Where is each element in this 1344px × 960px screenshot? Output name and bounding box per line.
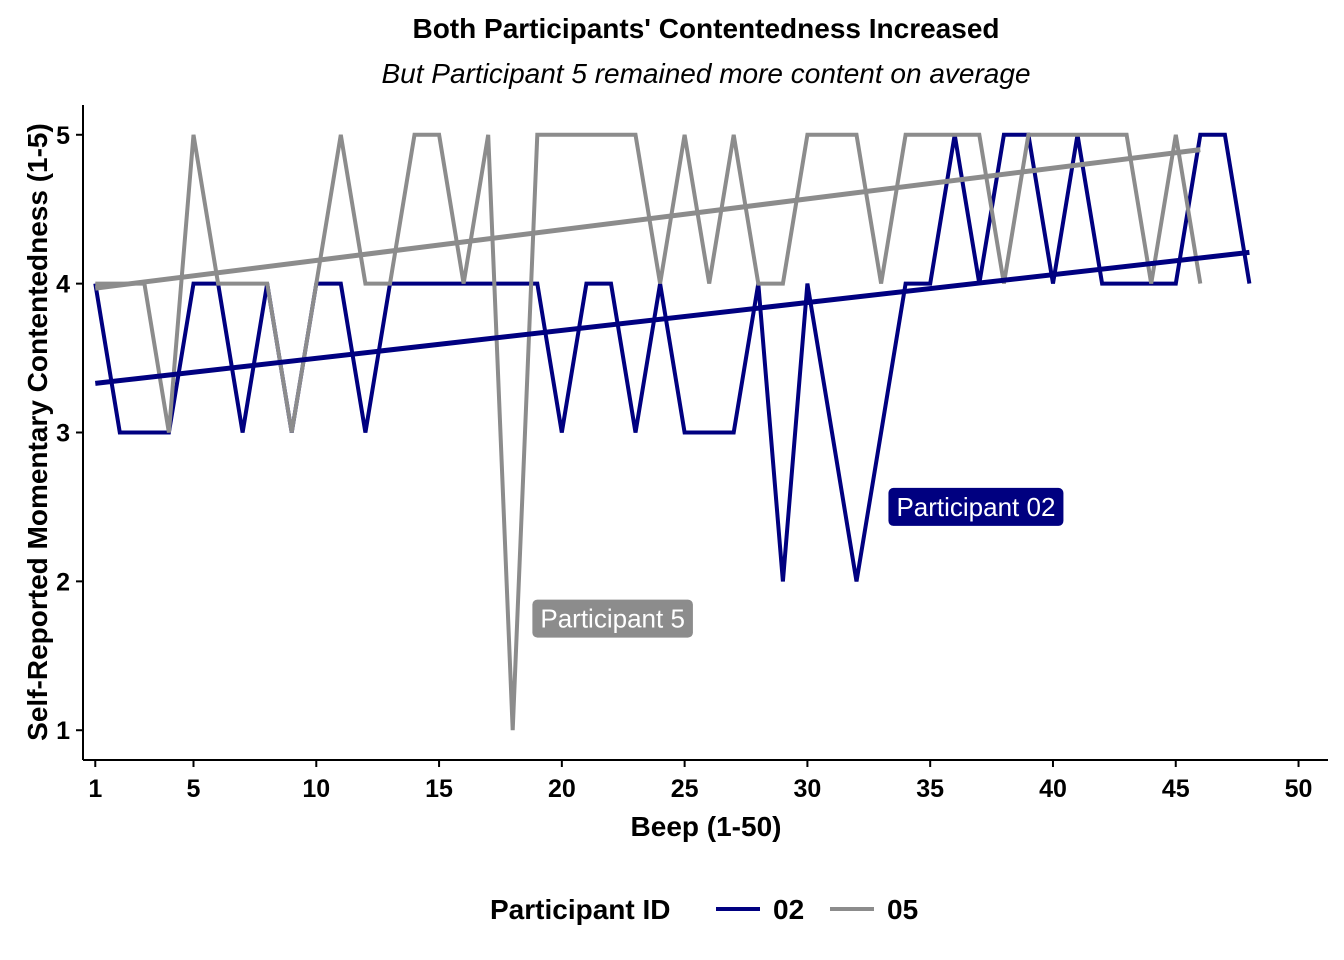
- y-tick-label: 1: [56, 717, 70, 745]
- y-axis-ticks: 1 2 3 4 5: [56, 122, 83, 745]
- x-tick-label: 30: [794, 775, 822, 803]
- x-tick-label: 1: [88, 775, 102, 803]
- callout-label: Participant 02: [896, 492, 1055, 522]
- x-tick-label: 20: [548, 775, 576, 803]
- plot-lines: [93, 132, 1252, 731]
- callout-05: Participant 5: [532, 599, 693, 638]
- callout-label: Participant 5: [540, 604, 685, 634]
- x-tick-label: 50: [1285, 775, 1313, 803]
- callout-box: [532, 599, 693, 638]
- callout-box: [888, 487, 1064, 526]
- x-tick-label: 40: [1039, 775, 1067, 803]
- y-tick-label: 5: [56, 122, 70, 150]
- legend-title: Participant ID: [490, 894, 670, 925]
- legend: Participant ID 02 05: [490, 894, 918, 925]
- legend-label-05: 05: [887, 894, 918, 925]
- chart-subtitle: But Participant 5 remained more content …: [381, 58, 1030, 89]
- x-axis-ticks: 1 5 10 15 20 25 30 35 40 45 50: [88, 760, 1312, 803]
- callouts: Participant 02 Participant 5: [532, 487, 1064, 638]
- series-line-05: [95, 132, 1203, 731]
- x-tick-label: 25: [671, 775, 699, 803]
- y-tick-label: 2: [56, 568, 70, 596]
- chart-title: Both Participants' Contentedness Increas…: [412, 13, 999, 44]
- trend-line-02: [94, 249, 1250, 386]
- x-tick-label: 45: [1162, 775, 1190, 803]
- x-axis-title: Beep (1-50): [631, 811, 782, 842]
- x-tick-label: 10: [302, 775, 330, 803]
- y-tick-label: 3: [56, 420, 70, 448]
- x-tick-label: 5: [187, 775, 201, 803]
- x-tick-label: 15: [425, 775, 453, 803]
- y-axis-title: Self-Reported Momentary Contentedness (1…: [22, 123, 53, 741]
- trend-line-05: [94, 147, 1201, 291]
- trend-lines: [94, 147, 1250, 386]
- callout-02: Participant 02: [888, 487, 1064, 526]
- legend-label-02: 02: [773, 894, 804, 925]
- x-tick-label: 35: [916, 775, 944, 803]
- y-tick-label: 4: [56, 271, 70, 299]
